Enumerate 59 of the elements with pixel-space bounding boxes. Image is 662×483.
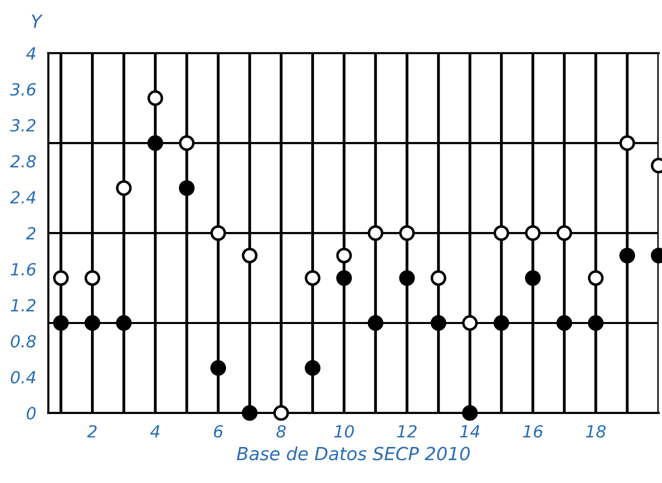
point [399,270,415,286]
point [147,135,164,151]
point [494,315,510,331]
point [304,360,320,376]
point [556,315,572,331]
point [116,315,132,331]
point [368,225,384,241]
x-tick-label: 12 [397,425,417,438]
point [116,180,132,196]
x-tick-label: 6 [214,425,223,438]
point [588,315,604,331]
y-tick-label: 0.8 [10,334,36,348]
point [273,405,289,421]
y-tick-label: 3.2 [10,119,36,132]
y-tick-label: 2.4 [10,191,36,204]
point [84,315,100,331]
point [525,270,541,286]
y-tick-label: 0.4 [10,370,36,384]
y-tick-label: 2.8 [10,155,36,168]
x-tick-label: 8 [276,425,286,438]
point [84,270,100,286]
x-tick-label: 14 [460,425,480,438]
point [430,270,446,286]
x-tick-label: 2 [87,425,97,438]
y-axis-title: Y [32,14,43,28]
point [399,225,415,241]
point [619,248,636,264]
point [53,270,69,286]
x-tick-label: 18 [586,425,606,438]
x-tick-label: 4 [150,425,160,438]
point [242,405,258,421]
point [368,315,384,331]
point [462,405,478,421]
point [53,315,69,331]
y-tick-label: 1.2 [10,298,36,312]
point [178,135,195,151]
point [242,248,258,264]
point [147,90,164,106]
point [462,315,478,331]
point [304,270,320,286]
point [336,248,352,264]
x-tick-label: 10 [334,425,354,438]
point [556,225,572,241]
point [336,270,352,286]
y-tick-label: 1.6 [10,262,36,276]
y-tick-label: 0 [26,406,36,420]
point [210,225,226,241]
point [494,225,510,241]
x-axis-title: Base de Datos SECP 2010 [236,446,470,460]
point [178,180,195,196]
y-tick-label: 4 [26,47,36,60]
point [430,315,446,331]
x-tick-label: 16 [523,425,543,438]
y-tick-label: 3.6 [10,83,36,96]
y-tick-label: 2 [26,227,36,240]
point [525,225,541,241]
point [210,360,226,376]
point [619,135,636,151]
point [588,270,604,286]
